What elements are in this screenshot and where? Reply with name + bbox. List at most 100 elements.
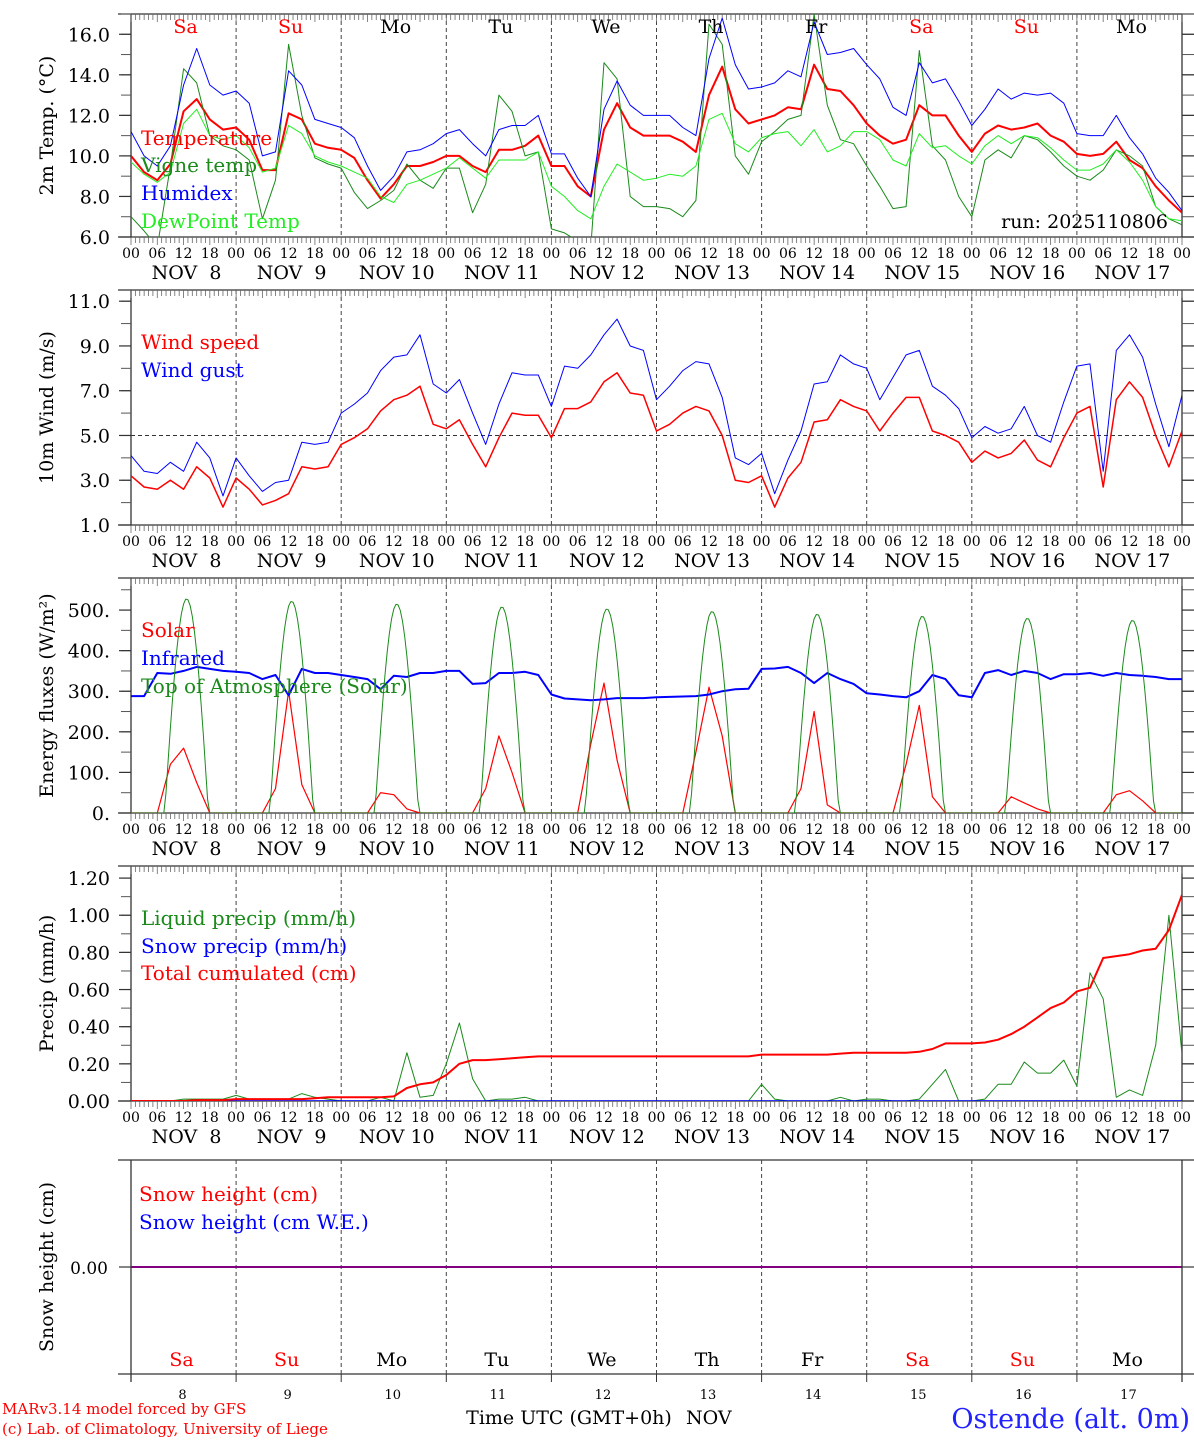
hour-tick-label: 06: [884, 246, 902, 262]
hour-tick-label: 12: [1121, 822, 1139, 838]
y-tick-label: 14.0: [68, 65, 110, 87]
hour-tick-label: 06: [1094, 822, 1112, 838]
date-label: NOV 12: [569, 1126, 645, 1148]
date-label: NOV 11: [464, 1126, 540, 1148]
hour-tick-label: 18: [1147, 822, 1165, 838]
date-label: NOV 9: [257, 838, 327, 860]
hour-tick-label: 06: [779, 822, 797, 838]
y-tick-label: 10.0: [68, 146, 110, 168]
y-axis-title: 2m Temp. (°C): [36, 56, 58, 196]
hour-tick-label: 18: [516, 246, 534, 262]
hour-tick-label: 12: [175, 534, 193, 550]
hour-tick-label: 18: [621, 246, 639, 262]
hour-tick-label: 06: [674, 822, 692, 838]
hour-tick-label: 00: [227, 822, 245, 838]
y-tick-label: 100.: [68, 762, 110, 784]
hour-tick-label: 00: [753, 534, 771, 550]
date-label: NOV 17: [1095, 550, 1171, 572]
hour-tick-label: 00: [437, 1110, 455, 1126]
day-name-bottom: Mo: [376, 1349, 407, 1371]
hour-tick-label: 18: [621, 822, 639, 838]
legend-vigne-temp: Vigne temp: [140, 153, 257, 177]
y-tick-label: 0.40: [68, 1017, 110, 1039]
hour-tick-label: 12: [595, 534, 613, 550]
y-tick-label: 12.0: [68, 105, 110, 127]
hour-tick-label: 06: [253, 1110, 271, 1126]
date-label: NOV 9: [257, 1126, 327, 1148]
hour-tick-label: 18: [1147, 246, 1165, 262]
hour-tick-label: 06: [674, 534, 692, 550]
date-label: NOV 15: [884, 1126, 960, 1148]
hour-tick-label: 06: [359, 1110, 377, 1126]
y-tick-label: 500.: [68, 600, 110, 622]
hour-tick-label: 12: [595, 246, 613, 262]
day-name-bottom: We: [587, 1349, 616, 1371]
series-dewpoint-temp-line: [131, 108, 1182, 222]
y-tick-label: 1.20: [68, 868, 110, 890]
y-tick-label: 9.0: [80, 336, 110, 358]
date-label: NOV 8: [152, 262, 222, 284]
hour-tick-label: 12: [1015, 822, 1033, 838]
series-vigne-temp-line: [131, 14, 1182, 237]
hour-tick-label: 00: [122, 534, 140, 550]
series-total-cumulated-cm-line: [131, 894, 1182, 1101]
hour-tick-label: 18: [411, 1110, 429, 1126]
hour-tick-label: 18: [832, 534, 850, 550]
series-temperature-line: [131, 63, 1182, 214]
hour-tick-label: 00: [753, 822, 771, 838]
run-label: run: 2025110806: [1001, 211, 1168, 233]
hour-tick-label: 00: [437, 534, 455, 550]
hour-tick-label: 00: [1068, 534, 1086, 550]
hour-tick-label: 06: [253, 822, 271, 838]
hour-tick-label: 06: [148, 822, 166, 838]
hour-tick-label: 18: [1042, 822, 1060, 838]
hour-tick-label: 06: [464, 1110, 482, 1126]
hour-tick-label: 12: [910, 534, 928, 550]
hour-tick-label: 18: [937, 246, 955, 262]
hour-tick-label: 06: [884, 822, 902, 838]
hour-tick-label: 18: [937, 1110, 955, 1126]
y-tick-label: 200.: [68, 722, 110, 744]
day-number: 11: [490, 1388, 507, 1403]
date-label: NOV 15: [884, 262, 960, 284]
day-number: 13: [700, 1388, 717, 1403]
y-axis-title: Energy fluxes (W/m²): [36, 593, 58, 797]
legend-snow-height-cm-w-e: Snow height (cm W.E.): [139, 1210, 369, 1234]
hour-tick-label: 00: [858, 1110, 876, 1126]
hour-tick-label: 06: [359, 822, 377, 838]
hour-tick-label: 18: [201, 534, 219, 550]
day-name-top: Su: [278, 16, 303, 38]
hour-tick-label: 00: [542, 1110, 560, 1126]
legend-temperature: Temperature: [141, 126, 272, 150]
legend-liquid-precip-mm-h: Liquid precip (mm/h): [141, 906, 356, 930]
hour-tick-label: 18: [516, 1110, 534, 1126]
hour-tick-label: 12: [700, 1110, 718, 1126]
hour-tick-label: 00: [963, 822, 981, 838]
hour-tick-label: 00: [1173, 822, 1191, 838]
day-name-bottom: Th: [695, 1349, 720, 1371]
hour-tick-label: 18: [832, 246, 850, 262]
hour-tick-label: 18: [1042, 246, 1060, 262]
hour-tick-label: 12: [805, 246, 823, 262]
hour-tick-label: 06: [989, 1110, 1007, 1126]
date-label: NOV 9: [257, 550, 327, 572]
date-label: NOV 8: [152, 550, 222, 572]
hour-tick-label: 12: [490, 822, 508, 838]
panel-5: 0.00 Snow height (cm) Snow height (cm) Snow…: [36, 1159, 1194, 1382]
hour-tick-label: 18: [306, 822, 324, 838]
y-tick-label: 11.0: [68, 291, 110, 313]
hour-tick-label: 00: [648, 822, 666, 838]
hour-tick-label: 12: [385, 534, 403, 550]
hour-tick-label: 00: [437, 822, 455, 838]
x-axis-title: Time UTC (GMT+0h): [466, 1407, 672, 1429]
y-tick-label: 7.0: [80, 381, 110, 403]
series-solar-line: [131, 682, 1182, 813]
hour-tick-label: 00: [332, 246, 350, 262]
day-name-top: Tu: [488, 16, 513, 38]
hour-tick-label: 06: [884, 1110, 902, 1126]
y-axis-title: Snow height (cm): [36, 1182, 58, 1352]
date-label: NOV 14: [779, 262, 855, 284]
day-name-top: Mo: [1116, 16, 1147, 38]
